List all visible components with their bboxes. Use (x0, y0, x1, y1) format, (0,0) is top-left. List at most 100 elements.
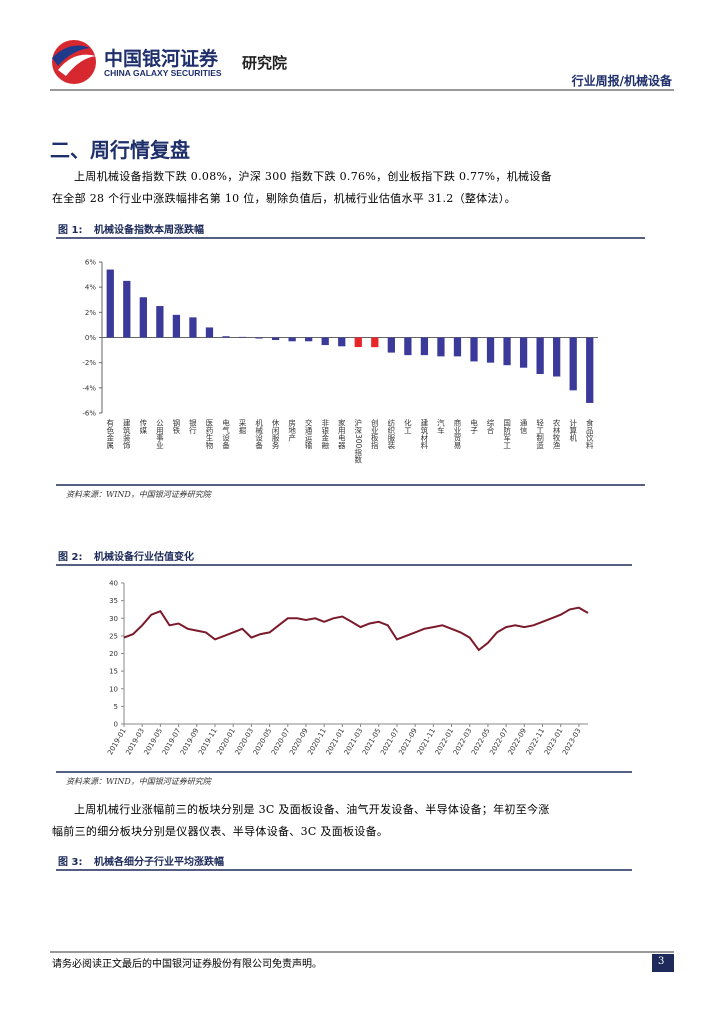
page-box (652, 954, 674, 972)
x-tick-label: 非银金融 (320, 418, 329, 451)
figure-source: 资料来源：WIND，中国银河证券研究院 (66, 777, 211, 786)
y-tick-label: 15 (109, 668, 118, 676)
x-tick-label: 轻工制造 (535, 418, 544, 451)
bar (271, 337, 280, 341)
bar (420, 337, 429, 356)
bar (569, 337, 577, 391)
bar (106, 269, 114, 338)
y-tick-label: -2% (82, 359, 96, 367)
bar (338, 337, 346, 347)
x-tick-label: 化工 (403, 418, 412, 435)
x-tick-label: 家用电器 (337, 418, 346, 451)
paragraph: 上周机械行业涨幅前三的板块分别是 3C 及面板设备、油气开发设备、半导体设备；年… (52, 803, 550, 838)
x-tick-label: 公用事业 (155, 419, 164, 449)
bar (453, 337, 462, 357)
y-tick-label: 25 (109, 632, 118, 640)
x-tick-label: 纺织服装 (387, 418, 396, 451)
y-tick-label: 5 (114, 703, 118, 711)
x-tick-label: 交通运输 (304, 418, 313, 451)
y-tick-label: 10 (109, 685, 118, 693)
x-tick-label: 建筑材料 (420, 418, 429, 451)
x-tick-label: 银行 (188, 419, 197, 436)
x-tick-label: 农林牧渔 (552, 418, 561, 450)
x-tick-label: 机械设备 (254, 418, 263, 451)
bar (536, 337, 544, 374)
y-tick-label: 40 (109, 580, 118, 588)
figure-caption: 机械设备指数本周涨跌幅 (94, 225, 204, 236)
company-cn: 中国银河证券 (104, 48, 219, 70)
y-tick-label: 4% (85, 284, 96, 292)
x-tick-label: 汽车 (436, 418, 445, 436)
y-tick-label: 2% (85, 309, 96, 317)
bar (139, 297, 147, 338)
bar (172, 314, 181, 338)
bar (470, 337, 478, 362)
figure-caption: 机械各细分子行业平均涨跌幅 (94, 857, 224, 868)
x-tick-label: 休闲服务 (271, 418, 280, 451)
figure-caption: 机械设备行业估值变化 (94, 552, 194, 563)
figure-source: 资料来源：WIND，中国银河证券研究院 (66, 490, 211, 499)
x-tick-label: 创业板指 (370, 418, 379, 451)
bar (156, 306, 164, 338)
x-tick-label: 电子 (469, 418, 478, 435)
chart-2: 05101520253035402019-012019-032019-05201… (106, 580, 589, 756)
y-tick-label: -6% (82, 410, 96, 418)
x-tick-label: 沪深300指数 (354, 418, 363, 465)
bar (205, 327, 214, 338)
x-tick-label: 有色金属 (106, 418, 115, 451)
logo-swoosh (52, 45, 90, 66)
y-tick-label: 35 (109, 597, 118, 605)
figure-label: 图 3: (58, 857, 83, 868)
y-tick-label: -4% (82, 384, 96, 392)
page-number: 3 (658, 956, 665, 967)
bar (586, 337, 594, 403)
x-tick-label: 商业贸易 (453, 418, 462, 451)
bar (255, 337, 263, 339)
bar (288, 337, 296, 342)
bar (371, 337, 379, 348)
bar (222, 336, 230, 338)
bar (486, 337, 495, 363)
institute: 研究院 (242, 54, 288, 72)
bar (354, 337, 362, 348)
y-tick-label: 0 (114, 721, 118, 729)
section-title: 二、周行情复盘 (50, 138, 190, 162)
bar (321, 337, 329, 346)
figure-label: 图 2: (58, 552, 83, 563)
x-tick-label: 房地产 (287, 418, 296, 443)
y-tick-label: 20 (109, 650, 118, 658)
x-tick-label: 食品饮料 (585, 418, 594, 451)
disclaimer: 请务必阅读正文最后的中国银河证券股份有限公司免责声明。 (52, 959, 322, 970)
paragraph: 上周机械设备指数下跌 0.08%，沪深 300 指数下跌 0.76%，创业板指下… (52, 170, 552, 205)
bar (553, 337, 561, 377)
bar (503, 337, 511, 366)
report-type: 行业周报/机械设备 (571, 74, 672, 88)
bar (387, 337, 395, 353)
chart-1: -6%-4%-2%0%2%4%6%有色金属 建筑装饰 传媒 公用事业 钢铁 银行 医药生物电… (82, 259, 598, 465)
company-en: CHINA GALAXY SECURITIES (104, 68, 222, 78)
y-tick-label: 0% (85, 334, 96, 342)
bar (189, 317, 197, 338)
bar (404, 337, 412, 356)
bar (519, 337, 528, 368)
y-tick-label: 6% (85, 259, 96, 267)
x-tick-label: 采掘 (238, 418, 247, 436)
x-tick-label: 建筑装饰 (122, 418, 131, 451)
figure-label: 图 1: (58, 225, 83, 236)
line-series (123, 606, 589, 652)
bar (305, 337, 313, 342)
x-tick-label: 国防军工 (502, 419, 511, 450)
x-tick-label: 传媒 (139, 418, 148, 436)
x-tick-label: 通信 (519, 418, 528, 436)
bar (238, 336, 247, 338)
x-tick-label: 电气设备 (221, 418, 230, 451)
x-tick-label: 2023-03 (561, 727, 583, 756)
x-tick-label: 综合 (486, 418, 495, 436)
bar (437, 337, 445, 357)
x-tick-label: 计算机 (568, 418, 577, 443)
x-tick-label: 钢铁 (172, 418, 181, 436)
y-tick-label: 30 (109, 615, 118, 623)
bar (123, 280, 131, 338)
